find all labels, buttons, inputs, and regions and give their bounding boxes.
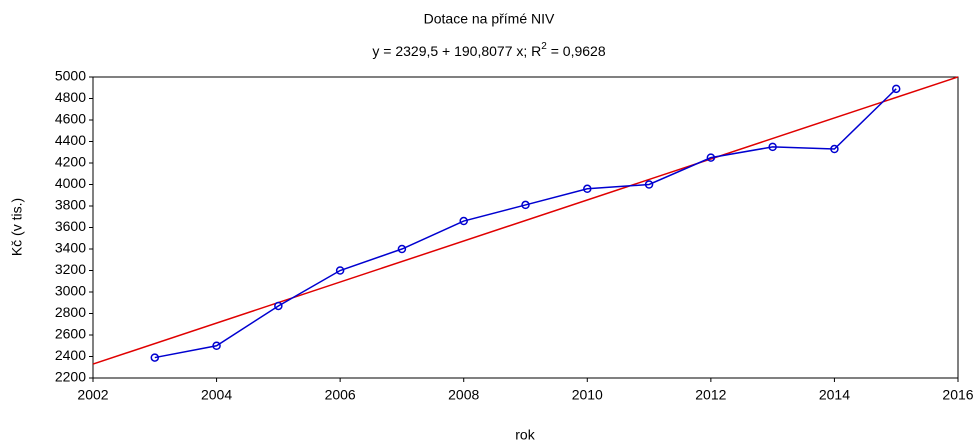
fit-line — [92, 76, 959, 365]
subtitle-text: y = 2329,5 + 190,8077 x; R — [372, 43, 541, 59]
y-tick-label: 3200 — [55, 261, 86, 277]
data-point — [521, 200, 530, 210]
data-point — [150, 353, 160, 362]
series-line — [154, 88, 897, 359]
y-tick-label: 3600 — [55, 218, 86, 234]
chart-title: Dotace na přímé NIV — [424, 11, 555, 27]
data-point — [397, 244, 407, 254]
y-tick-label: 3000 — [55, 283, 86, 299]
subtitle-superscript: 2 — [541, 41, 547, 52]
y-tick-label: 4400 — [55, 132, 86, 148]
x-axis-label: rok — [515, 427, 535, 443]
data-point — [335, 266, 345, 275]
x-tick-label: 2014 — [819, 387, 850, 403]
x-tick-label: 2012 — [695, 387, 726, 403]
plot-frame — [92, 76, 959, 379]
data-point — [891, 84, 901, 94]
x-tick-label: 2016 — [942, 387, 973, 403]
y-tick-label: 4200 — [55, 154, 86, 170]
data-point — [830, 144, 839, 154]
x-tick-label: 2006 — [325, 387, 356, 403]
data-point — [274, 301, 283, 311]
y-tick-label: 3400 — [55, 240, 86, 256]
data-point — [212, 341, 221, 350]
y-tick-label: 2400 — [55, 347, 86, 363]
data-point — [583, 184, 592, 194]
y-tick-label: 3800 — [55, 197, 86, 213]
y-tick-label: 2600 — [55, 326, 86, 342]
data-point — [644, 180, 654, 189]
y-tick-label: 4600 — [55, 111, 86, 127]
subtitle-text: = 0,9628 — [547, 43, 606, 59]
y-tick-label: 2800 — [55, 304, 86, 320]
y-tick-label: 5000 — [55, 68, 86, 84]
y-tick-label: 4800 — [55, 89, 86, 105]
y-axis-label: Kč (v tis.) — [9, 198, 25, 256]
data-point — [706, 153, 716, 162]
data-point — [768, 142, 777, 152]
y-tick-label: 2200 — [55, 369, 86, 385]
x-tick-label: 2004 — [201, 387, 232, 403]
x-tick-label: 2010 — [572, 387, 603, 403]
x-tick-label: 2002 — [77, 387, 108, 403]
chart-subtitle: y = 2329,5 + 190,8077 x; R2 = 0,9628 — [372, 41, 605, 59]
data-point — [459, 216, 468, 226]
y-tick-label: 4000 — [55, 175, 86, 191]
x-tick-label: 2008 — [448, 387, 479, 403]
